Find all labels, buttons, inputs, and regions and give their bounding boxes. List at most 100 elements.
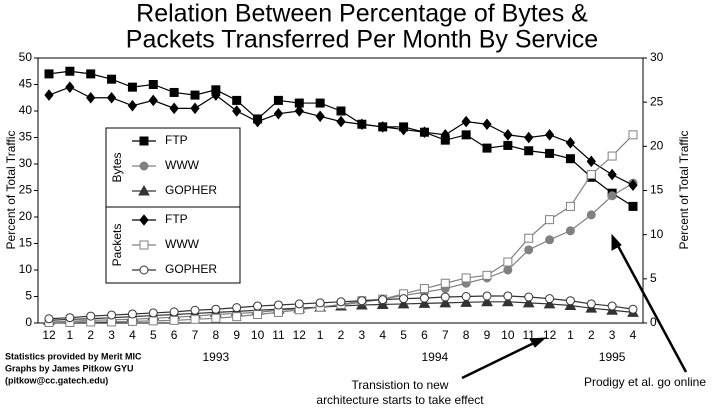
marker <box>148 94 158 107</box>
marker <box>524 245 534 255</box>
legend-box <box>105 127 241 208</box>
marker <box>336 115 346 128</box>
marker <box>461 273 471 283</box>
marker <box>232 95 242 105</box>
marker <box>357 118 367 131</box>
marker <box>169 102 179 115</box>
marker <box>65 313 75 323</box>
x-tick-label: 4 <box>379 328 386 342</box>
marker <box>86 311 96 321</box>
marker <box>586 299 596 309</box>
legend-box <box>105 206 241 284</box>
year-label: 1995 <box>599 350 626 364</box>
marker <box>522 296 535 308</box>
marker <box>461 130 471 140</box>
marker <box>139 214 149 226</box>
y2-tick-label: 5 <box>650 271 657 285</box>
marker <box>336 297 346 307</box>
legend-label: GOPHER <box>165 262 217 276</box>
legend-label: GOPHER <box>165 183 217 197</box>
x-tick-label: 12 <box>543 328 557 342</box>
marker <box>586 210 596 220</box>
marker <box>419 126 430 139</box>
marker <box>378 295 388 305</box>
annotation: (pitkow@cc.gatech.edu) <box>5 375 108 385</box>
annotation: Transistion to new <box>352 378 449 392</box>
marker <box>399 294 409 304</box>
marker <box>418 297 431 308</box>
x-tick-label: 2 <box>87 328 94 342</box>
legend-group-title: Bytes <box>110 152 124 182</box>
marker <box>148 308 158 318</box>
x-tick-label: 6 <box>171 328 178 342</box>
marker <box>524 292 534 302</box>
marker <box>461 115 471 128</box>
marker <box>545 235 555 245</box>
x-tick-label: 7 <box>442 328 449 342</box>
x-tick-label: 11 <box>272 328 285 342</box>
marker <box>232 303 242 313</box>
y-tick-label: 5 <box>25 289 32 303</box>
marker <box>545 148 555 158</box>
marker <box>315 110 325 123</box>
marker <box>481 295 493 307</box>
marker <box>127 316 137 326</box>
marker <box>336 106 346 116</box>
marker <box>65 81 75 93</box>
x-tick-label: 10 <box>251 328 265 342</box>
marker <box>273 300 283 310</box>
y-tick-label: 50 <box>19 50 33 64</box>
marker <box>502 295 514 307</box>
marker <box>378 121 388 133</box>
marker <box>106 91 117 104</box>
marker <box>524 146 534 156</box>
marker <box>439 296 452 308</box>
marker <box>482 291 492 301</box>
annotation: Graphs by James Pitkow GYU <box>5 363 134 373</box>
marker <box>273 107 284 120</box>
y-tick-label: 10 <box>19 262 33 276</box>
marker <box>440 292 450 302</box>
x-tick-label: 2 <box>338 328 345 342</box>
chart-title: Packets Transferred Per Month By Service <box>126 26 598 54</box>
marker <box>482 143 492 153</box>
marker <box>460 296 472 307</box>
marker <box>482 118 492 131</box>
marker <box>86 91 96 104</box>
x-tick-label: 2 <box>588 328 595 342</box>
x-tick-label: 5 <box>400 328 407 342</box>
annotation: Statistics provided by Merit MIC <box>5 351 142 361</box>
marker <box>545 215 555 225</box>
marker <box>190 314 200 324</box>
marker <box>253 310 263 320</box>
marker <box>503 140 513 150</box>
y2-tick-label: 25 <box>650 94 664 108</box>
marker <box>461 292 471 301</box>
x-tick-label: 12 <box>42 328 56 342</box>
marker <box>139 136 149 146</box>
marker <box>190 90 200 100</box>
marker <box>482 270 492 280</box>
y-tick-label: 40 <box>19 103 33 117</box>
marker <box>565 226 575 236</box>
x-tick-label: 1 <box>317 328 324 342</box>
marker <box>544 129 555 141</box>
marker <box>211 304 221 314</box>
marker <box>44 314 54 324</box>
marker <box>273 307 283 317</box>
legend-label: FTP <box>165 133 188 147</box>
marker <box>252 115 263 128</box>
marker <box>397 297 410 309</box>
y-tick-label: 35 <box>19 130 33 144</box>
marker <box>169 87 179 97</box>
x-tick-label: 4 <box>630 328 637 342</box>
x-tick-label: 8 <box>213 328 220 342</box>
x-tick-label: 3 <box>108 328 115 342</box>
marker <box>169 307 179 317</box>
x-tick-label: 3 <box>359 328 366 342</box>
marker <box>628 179 638 192</box>
marker <box>565 201 575 211</box>
y-axis-label: Percent of Total Traffic <box>4 131 18 250</box>
marker <box>524 233 534 243</box>
